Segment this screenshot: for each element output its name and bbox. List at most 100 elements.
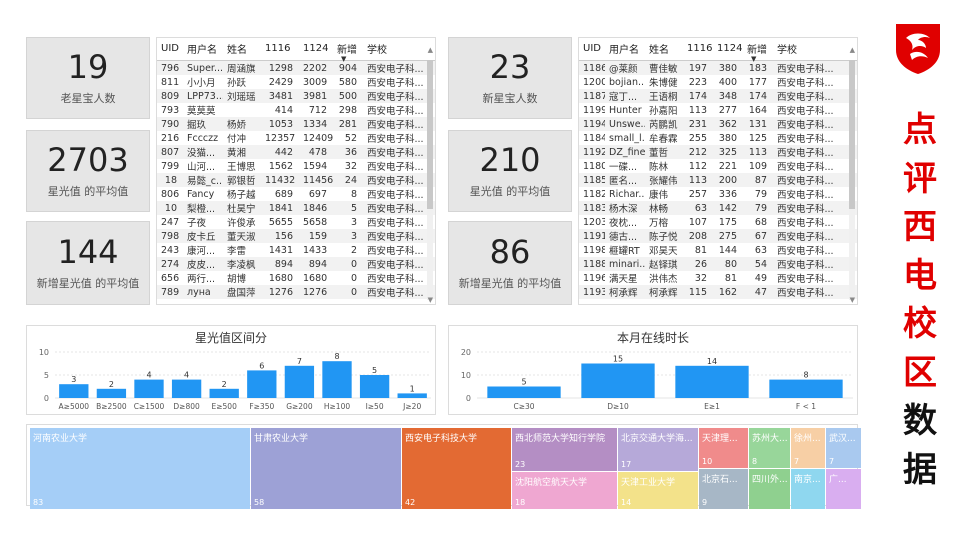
table-cell: 西安电子科... [367, 162, 424, 173]
treemap-tile[interactable]: 天津理... 10 [699, 428, 748, 468]
treemap-tile[interactable]: 北京交通大学海... 17 [618, 428, 698, 471]
column-header[interactable]: 新增 ▼ [333, 38, 363, 63]
column-header[interactable]: 姓名 [223, 38, 261, 61]
sort-descending-icon[interactable]: ▼ [341, 55, 347, 63]
column-header[interactable]: UID [157, 38, 183, 61]
scroll-up-icon[interactable]: ▲ [427, 46, 433, 54]
vertical-title-char: 据 [903, 449, 937, 490]
table-row[interactable]: 789 луна 盘国萍 1276 1276 0 西安电子科... [157, 285, 435, 299]
treemap-tile[interactable]: 南京... [791, 469, 825, 509]
table-row[interactable]: 1200 bojian... 朱博健 223 400 177 西安电子科... [579, 75, 857, 90]
treemap-tile[interactable]: 西北师范大学知行学院 23 [512, 428, 617, 471]
treemap-tile[interactable]: 苏州大... 8 [749, 428, 790, 468]
scroll-thumb[interactable] [427, 60, 433, 209]
table-row[interactable]: 247 子夜 许俊承 5655 5658 3 西安电子科... [157, 215, 435, 230]
table-row[interactable]: 1192 DZ_fine 董哲 212 325 113 西安电子科... [579, 145, 857, 159]
school-treemap[interactable]: 河南农业大学 83 甘肃农业大学 58 西安电子科技大学 42 西北师范大学知行学院 23 北京… [26, 424, 861, 509]
table-row[interactable]: 807 没猫... 黄湘 442 478 36 西安电子科... [157, 145, 435, 159]
treemap-tile[interactable]: 河南农业大学 83 [30, 428, 250, 509]
scrollbar[interactable] [849, 60, 855, 300]
table-row[interactable]: 1199 Hunter 孙嘉阳 113 277 164 西安电子科... [579, 103, 857, 118]
table-row[interactable]: 10 梨橙... 杜昊宁 1841 1846 5 西安电子科... [157, 201, 435, 215]
table-row[interactable]: 1185 匿名... 张耀伟 113 200 87 西安电子科... [579, 173, 857, 187]
treemap-tile[interactable]: 北京石... 9 [699, 469, 748, 509]
treemap-tile[interactable]: 甘肃农业大学 58 [251, 428, 401, 509]
sort-descending-icon[interactable]: ▼ [751, 55, 757, 63]
kpi-star-avg-right: 210 星光值 的平均值 [448, 130, 572, 212]
table-cell: 西安电子科... [367, 106, 424, 117]
treemap-tile[interactable]: 徐州... 7 [791, 428, 825, 468]
scroll-down-icon[interactable]: ▼ [849, 296, 855, 304]
column-header[interactable]: UID [579, 38, 605, 61]
treemap-tile[interactable]: 四川外... [749, 469, 790, 509]
table-row[interactable]: 1183 杨木深 林畅 63 142 79 西安电子科... [579, 201, 857, 215]
table-row[interactable]: 1184 small_l... 牟春霖 255 380 125 西安电子科... [579, 131, 857, 146]
new-star-table-grid: UID 用户名 姓名 1116 1124 新增 ▼ 学校 1186 @莱颜 曹佳敏 197 380 18… [579, 38, 857, 299]
table-row[interactable]: 1203 夜枕... 万榕 107 175 68 西安电子科... [579, 215, 857, 230]
column-header[interactable]: 姓名 [645, 38, 683, 61]
table-row[interactable]: 1180 一碟... 陈林 112 221 109 西安电子科... [579, 159, 857, 174]
table-row[interactable]: 799 山河... 王博思 1562 1594 32 西安电子科... [157, 159, 435, 174]
scroll-thumb[interactable] [849, 60, 855, 209]
table-cell: 81 [694, 244, 707, 256]
column-header[interactable]: 用户名 [605, 38, 645, 61]
table-cell: 西安电子科... [367, 134, 424, 145]
table-row[interactable]: 809 LPP73... 刘瑶瑶 3481 3981 500 西安电子科... [157, 89, 435, 103]
table-row[interactable]: 1198 榧罐RT 邓昊天 81 144 63 西安电子科... [579, 243, 857, 258]
column-header[interactable]: 1116 [261, 38, 299, 61]
column-header[interactable]: 学校 [773, 38, 857, 61]
treemap-tile[interactable]: 沈阳航空航天大学 18 [512, 472, 617, 509]
treemap-tile[interactable]: 广... [826, 469, 861, 509]
table-row[interactable]: 216 Fccczz 付冲 12357 12409 52 西安电子科... [157, 131, 435, 146]
table-row[interactable]: 656 两行... 胡博 1680 1680 0 西安电子科... [157, 271, 435, 286]
column-header[interactable]: 用户名 [183, 38, 223, 61]
treemap-tile-count: 7 [829, 457, 835, 466]
old-star-table[interactable]: UID 用户名 姓名 1116 1124 新增 ▼ 学校 796 Super... 周涵旗 1298… [156, 37, 436, 305]
table-row[interactable]: 811 小小月 孙跃 2429 3009 580 西安电子科... [157, 75, 435, 90]
table-row[interactable]: 1193 柯承辉 柯承辉 115 162 47 西安电子科... [579, 285, 857, 299]
column-header[interactable]: 1124 [299, 38, 333, 61]
table-row[interactable]: 793 莫莫莫 414 712 298 西安电子科... [157, 103, 435, 118]
column-header[interactable]: 1116 [683, 38, 713, 61]
table-row[interactable]: 243 康河... 李雷 1431 1433 2 西安电子科... [157, 243, 435, 258]
table-cell: 789 [157, 285, 183, 299]
bar [487, 386, 561, 398]
x-tick-label: C≥30 [513, 402, 534, 411]
table-cell: 325 [713, 145, 743, 159]
table-row[interactable]: 1188 minari... 赵铎琪 26 80 54 西安电子科... [579, 257, 857, 271]
table-row[interactable]: 1191 德古... 陈子悦 208 275 67 西安电子科... [579, 229, 857, 243]
x-tick-label: G≥200 [286, 402, 313, 411]
column-header[interactable]: 1124 [713, 38, 743, 61]
table-cell: 1276 [261, 285, 299, 299]
treemap-tile[interactable]: 西安电子科技大学 42 [402, 428, 511, 509]
table-row[interactable]: 1194Unswe...芮鹏凯231362131西安电子科... [579, 117, 857, 131]
table-row[interactable]: 1182 Richar... 康伟 257 336 79 西安电子科... [579, 187, 857, 202]
table-row[interactable]: 790 掘玖 杨娇 1053 1334 281 西安电子科... [157, 117, 435, 131]
table-row[interactable]: 274 皮皮... 李凌枫 894 894 0 西安电子科... [157, 257, 435, 271]
column-header[interactable]: 新增 ▼ [743, 38, 773, 63]
table-cell: 3009 [303, 76, 328, 88]
table-cell: 52 [344, 132, 357, 144]
scroll-up-icon[interactable]: ▲ [849, 46, 855, 54]
treemap-tile[interactable]: 武汉... 7 [826, 428, 861, 468]
table-row[interactable]: 1187 寇丁... 王语桐 174 348 174 西安电子科... [579, 89, 857, 103]
new-star-table[interactable]: UID 用户名 姓名 1116 1124 新增 ▼ 学校 1186 @莱颜 曹佳敏 197 380 18… [578, 37, 858, 305]
treemap-tile[interactable]: 天津工业大学 14 [618, 472, 698, 509]
treemap-tile-label: 西北师范大学知行学院 [515, 434, 606, 444]
table-row[interactable]: 18 易懿_c... 郭银哲 11432 11456 24 西安电子科... [157, 173, 435, 187]
column-header[interactable]: 学校 [363, 38, 435, 61]
table-row[interactable]: 798 皮卡丘 董天淑 156 159 3 西安电子科... [157, 229, 435, 243]
table-row[interactable]: 1196 满天星 洪伟杰 32 81 49 西安电子科... [579, 271, 857, 286]
scrollbar[interactable] [427, 60, 433, 300]
table-cell: 159 [299, 229, 333, 243]
table-row[interactable]: 1186 @莱颜 曹佳敏 197 380 183 西安电子科... [579, 60, 857, 75]
bar [581, 363, 655, 398]
table-row[interactable]: 806 Fancy 杨子越 689 697 8 西安电子科... [157, 187, 435, 202]
data-label: 2 [222, 380, 227, 389]
table-cell: 697 [308, 188, 327, 200]
scroll-down-icon[interactable]: ▼ [427, 296, 433, 304]
table-cell: 西安电子科... [363, 117, 435, 131]
x-tick-label: C≥1500 [134, 402, 165, 411]
table-row[interactable]: 796 Super... 周涵旗 1298 2202 904 西安电子科... [157, 60, 435, 75]
table-cell: 杨娇 [223, 117, 261, 131]
